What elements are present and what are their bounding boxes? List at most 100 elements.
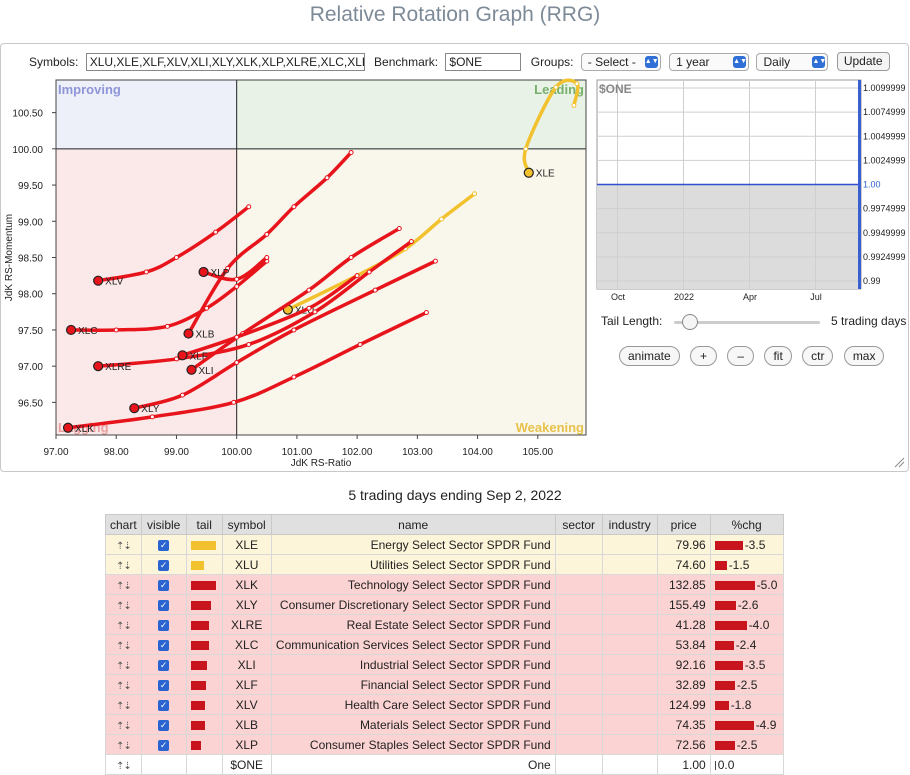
- visible-cell[interactable]: ✓: [140, 554, 187, 575]
- chart-icon[interactable]: ⇡⇣: [115, 760, 132, 772]
- column-header-chart[interactable]: chart: [105, 514, 142, 535]
- visible-cell[interactable]: ✓: [140, 574, 187, 595]
- head-marker-xlf[interactable]: [177, 350, 188, 361]
- checkbox-checked-icon[interactable]: ✓: [158, 699, 170, 711]
- table-row[interactable]: ⇡⇣ ✓ XLY Consumer Discretionary Select Sect…: [105, 594, 784, 615]
- chart-icon[interactable]: ⇡⇣: [115, 740, 132, 752]
- chart-cell[interactable]: ⇡⇣: [105, 674, 142, 695]
- head-marker-xle[interactable]: [523, 167, 534, 178]
- chart-icon[interactable]: ⇡⇣: [115, 720, 132, 732]
- chart-cell[interactable]: ⇡⇣: [105, 554, 142, 575]
- tail-point-xlp: [264, 255, 270, 260]
- chart-cell[interactable]: ⇡⇣: [105, 694, 142, 715]
- visible-cell[interactable]: ✓: [140, 714, 187, 735]
- zoom-in-button[interactable]: +: [690, 346, 718, 366]
- chart-icon[interactable]: ⇡⇣: [115, 660, 132, 672]
- chevron-updown-icon: ▲▼: [733, 55, 747, 68]
- checkbox-checked-icon[interactable]: ✓: [158, 679, 170, 691]
- column-header-industry[interactable]: industry: [601, 514, 658, 535]
- checkbox-checked-icon[interactable]: ✓: [158, 739, 170, 751]
- benchmark-scrollbar[interactable]: [858, 80, 861, 289]
- table-row[interactable]: ⇡⇣ ✓ XLI Industrial Select Sector SPDR Fund…: [105, 654, 784, 675]
- column-header-visible[interactable]: visible: [140, 514, 187, 535]
- table-row[interactable]: ⇡⇣ ✓ XLV Health Care Select Sector SPDR Fun…: [105, 694, 784, 715]
- table-row[interactable]: ⇡⇣ ✓ XLC Communication Services Select Sect…: [105, 634, 784, 655]
- chart-cell[interactable]: ⇡⇣: [105, 634, 142, 655]
- checkbox-checked-icon[interactable]: ✓: [158, 619, 170, 631]
- animate-button[interactable]: animate: [619, 346, 680, 366]
- visible-cell[interactable]: ✓: [140, 594, 187, 615]
- table-row[interactable]: ⇡⇣ ✓ XLP Consumer Staples Select Sector SPD…: [105, 734, 784, 755]
- visible-cell[interactable]: [140, 754, 187, 775]
- chart-cell[interactable]: ⇡⇣: [105, 754, 142, 775]
- checkbox-checked-icon[interactable]: ✓: [158, 579, 170, 591]
- table-row[interactable]: ⇡⇣ ✓ XLU Utilities Select Sector SPDR Fund 7…: [105, 554, 784, 575]
- column-header-name[interactable]: name: [270, 514, 556, 535]
- visible-cell[interactable]: ✓: [140, 654, 187, 675]
- head-marker-xlre[interactable]: [93, 361, 104, 372]
- head-marker-xli[interactable]: [186, 364, 197, 375]
- checkbox-checked-icon[interactable]: ✓: [158, 659, 170, 671]
- column-header-pctchg[interactable]: %chg: [709, 514, 784, 535]
- chart-icon[interactable]: ⇡⇣: [115, 700, 132, 712]
- checkbox-checked-icon[interactable]: ✓: [158, 539, 170, 551]
- chart-cell[interactable]: ⇡⇣: [105, 654, 142, 675]
- checkbox-checked-icon[interactable]: ✓: [158, 599, 170, 611]
- head-marker-xly[interactable]: [129, 403, 140, 414]
- column-header-sector[interactable]: sector: [554, 514, 603, 535]
- table-row[interactable]: ⇡⇣ $ONE One 1.00 0.0: [105, 754, 784, 775]
- symbols-input[interactable]: XLU,XLE,XLF,XLV,XLI,XLY,XLK,XLP,XLRE,XLC…: [85, 52, 365, 71]
- pct-change-value: -2.4: [735, 637, 757, 652]
- checkbox-checked-icon[interactable]: ✓: [158, 639, 170, 651]
- visible-cell[interactable]: ✓: [140, 674, 187, 695]
- table-row[interactable]: ⇡⇣ ✓ XLF Financial Select Sector SPDR Fund 3…: [105, 674, 784, 695]
- pct-change-cell: -3.5: [709, 534, 784, 555]
- table-row[interactable]: ⇡⇣ ✓ XLRE Real Estate Select Sector SPDR Fu…: [105, 614, 784, 635]
- visible-cell[interactable]: ✓: [140, 734, 187, 755]
- visible-cell[interactable]: ✓: [140, 614, 187, 635]
- chart-icon[interactable]: ⇡⇣: [115, 680, 132, 692]
- chart-cell[interactable]: ⇡⇣: [105, 734, 142, 755]
- zoom-out-button[interactable]: –: [727, 346, 755, 366]
- table-row[interactable]: ⇡⇣ ✓ XLB Materials Select Sector SPDR Fund 7…: [105, 714, 784, 735]
- table-row[interactable]: ⇡⇣ ✓ XLK Technology Select Sector SPDR Fund…: [105, 574, 784, 595]
- chart-icon[interactable]: ⇡⇣: [115, 540, 132, 552]
- column-header-price[interactable]: price: [656, 514, 711, 535]
- benchmark-input[interactable]: $ONE: [445, 52, 522, 71]
- head-marker-xlb[interactable]: [183, 328, 194, 339]
- period-select[interactable]: 1 year ▲▼: [669, 52, 750, 71]
- tail-length-slider-handle[interactable]: [682, 314, 698, 330]
- visible-cell[interactable]: ✓: [140, 534, 187, 555]
- visible-cell[interactable]: ✓: [140, 634, 187, 655]
- frequency-select[interactable]: Daily ▲▼: [756, 52, 829, 71]
- column-header-tail[interactable]: tail: [185, 514, 223, 535]
- center-button[interactable]: ctr: [802, 346, 834, 366]
- max-button[interactable]: max: [843, 346, 885, 366]
- chart-cell[interactable]: ⇡⇣: [105, 574, 142, 595]
- groups-select[interactable]: - Select - ▲▼: [580, 52, 661, 71]
- fit-button[interactable]: fit: [764, 346, 792, 366]
- visible-cell[interactable]: ✓: [140, 694, 187, 715]
- head-marker-xlk[interactable]: [62, 422, 74, 433]
- checkbox-checked-icon[interactable]: ✓: [158, 719, 170, 731]
- chart-icon[interactable]: ⇡⇣: [115, 580, 132, 592]
- chart-cell[interactable]: ⇡⇣: [105, 594, 142, 615]
- chart-icon[interactable]: ⇡⇣: [115, 620, 132, 632]
- head-marker-xlv[interactable]: [93, 275, 104, 286]
- resize-handle-icon[interactable]: [893, 456, 905, 468]
- chart-icon[interactable]: ⇡⇣: [115, 600, 132, 612]
- column-header-symbol[interactable]: symbol: [221, 514, 272, 535]
- chart-icon[interactable]: ⇡⇣: [115, 640, 132, 652]
- head-marker-xlc[interactable]: [65, 324, 77, 336]
- table-row[interactable]: ⇡⇣ ✓ XLE Energy Select Sector SPDR Fund 79.9…: [105, 534, 784, 555]
- chart-cell[interactable]: ⇡⇣: [105, 614, 142, 635]
- tail-point-xlk: [231, 399, 237, 405]
- head-marker-xlp[interactable]: [198, 266, 209, 278]
- chart-cell[interactable]: ⇡⇣: [105, 534, 142, 555]
- chart-cell[interactable]: ⇡⇣: [105, 714, 142, 735]
- chart-icon[interactable]: ⇡⇣: [115, 560, 132, 572]
- symbol-cell: XLY: [221, 594, 272, 615]
- checkbox-checked-icon[interactable]: ✓: [158, 559, 170, 571]
- update-button[interactable]: Update: [836, 52, 890, 71]
- tail-length-slider[interactable]: [674, 321, 820, 324]
